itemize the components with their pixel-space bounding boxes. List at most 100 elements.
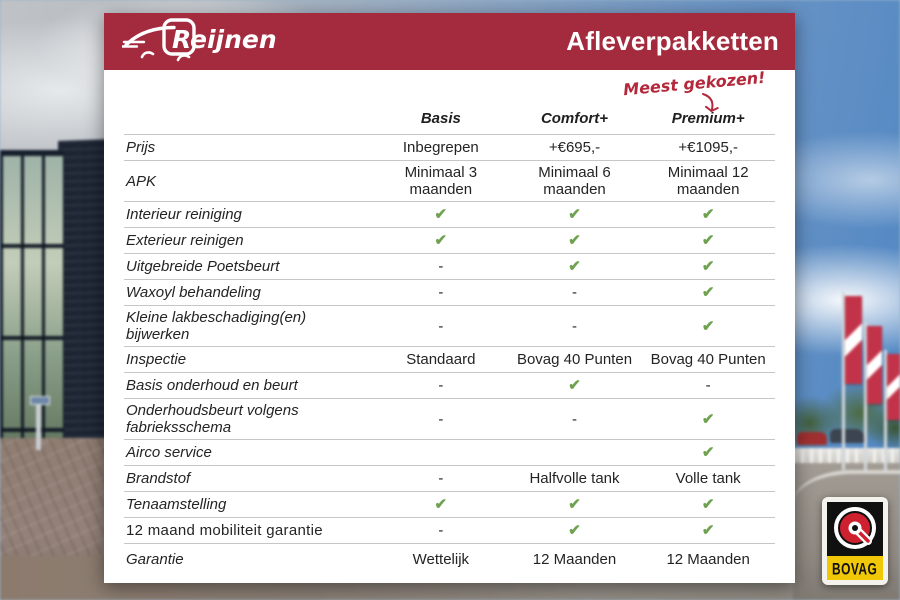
check-icon: ✔	[701, 258, 715, 275]
cell-value: -	[705, 377, 711, 394]
row-label: Inspectie	[126, 351, 187, 368]
cell-value: ✔	[508, 203, 642, 226]
cell-value: ✔	[374, 229, 508, 252]
row-label: APK	[126, 172, 157, 190]
check-icon: ✔	[434, 232, 448, 249]
table-row: Tenaamstelling ✔ ✔ ✔	[124, 492, 775, 518]
cell-value: -	[438, 377, 444, 394]
package-table: Basis Comfort+ Premium+ Prijs Inbegrepen +…	[124, 108, 775, 574]
most-chosen-annotation: Meest gekozen!	[619, 68, 769, 116]
table-row: Inspectie Standaard Bovag 40 Punten Bovag 4…	[124, 347, 775, 373]
cell-value: -	[571, 284, 577, 301]
bovag-label: BOVAG	[827, 556, 883, 580]
check-icon: ✔	[701, 444, 715, 461]
table-rows: Prijs Inbegrepen +€695,- +€1095,- APK Minimaa…	[124, 135, 775, 574]
cell-value	[508, 450, 642, 456]
table-row: Brandstof - Halfvolle tank Volle tank	[124, 466, 775, 492]
cell-value: Wettelijk	[412, 550, 470, 568]
dealership-building-corner	[58, 139, 106, 476]
table-row: Waxoyl behandeling - - ✔	[124, 280, 775, 306]
cell-value: 12 Maanden	[532, 550, 617, 568]
row-label: Onderhoudsbeurt volgens fabrieksschema	[126, 402, 299, 436]
cell-value: Minimaal 3 maanden	[404, 164, 478, 198]
cell-value: ✔	[641, 229, 775, 252]
cell-value: Bovag 40 Punten	[650, 351, 766, 368]
table-row: Interieur reiniging ✔ ✔ ✔	[124, 202, 775, 228]
cell-value: +€1095,-	[678, 139, 738, 156]
cell-value: ✔	[641, 493, 775, 516]
table-row: Prijs Inbegrepen +€695,- +€1095,-	[124, 135, 775, 161]
check-icon: ✔	[701, 206, 715, 223]
column-header-premium: Premium+	[671, 110, 745, 127]
cell-value: Minimaal 12 maanden	[667, 164, 749, 198]
check-icon: ✔	[568, 206, 581, 223]
cell-value: Bovag 40 Punten	[516, 351, 633, 368]
check-icon: ✔	[701, 522, 715, 539]
check-icon: ✔	[434, 496, 448, 513]
flag-pole	[864, 322, 867, 472]
bovag-text: BOVAG	[832, 558, 878, 578]
table-row: 12 maand mobiliteit garantie - ✔ ✔	[124, 518, 775, 544]
row-label: Brandstof	[126, 470, 191, 487]
cell-value: ✔	[374, 203, 508, 226]
white-fence	[792, 448, 900, 463]
row-label: Tenaamstelling	[126, 496, 227, 513]
cell-value: ✔	[508, 374, 642, 397]
check-icon: ✔	[568, 377, 581, 394]
annotation-arrow-icon	[702, 93, 719, 112]
cell-value: ✔	[508, 493, 642, 516]
cell-value: -	[438, 522, 444, 539]
cell-value: Minimaal 6 maanden	[538, 164, 611, 198]
row-label: 12 maand mobiliteit garantie	[126, 522, 323, 539]
table-row: Basis onderhoud en beurt - ✔ -	[124, 373, 775, 399]
cell-value: ✔	[641, 408, 775, 431]
label-column-header	[124, 119, 374, 124]
table-row: Uitgebreide Poetsbeurt - ✔ ✔	[124, 254, 775, 280]
car-logo-icon: Reijnen	[120, 18, 277, 62]
cell-value: -	[438, 470, 444, 487]
cell-value: Standaard	[406, 351, 476, 368]
page-title: Afleverpakketten	[566, 26, 779, 56]
parked-car	[830, 429, 864, 443]
check-icon: ✔	[568, 522, 581, 539]
curb-line	[793, 470, 900, 504]
check-icon: ✔	[568, 258, 581, 275]
cell-value: ✔	[508, 229, 642, 252]
cell-value: ✔	[641, 441, 775, 464]
cell-value: +€695,-	[548, 139, 601, 156]
reijnen-logo: Reijnen	[120, 15, 280, 68]
check-icon: ✔	[701, 317, 715, 335]
row-label: Interieur reiniging	[126, 206, 242, 223]
dealer-flag	[867, 326, 882, 404]
cell-value: Volle tank	[675, 470, 741, 487]
cell-value: ✔	[508, 255, 642, 278]
cell-value: ✔	[641, 255, 775, 278]
cell-value: -	[571, 410, 577, 428]
dealership-building-windows	[0, 150, 64, 460]
row-label: Prijs	[126, 139, 156, 156]
row-label: Waxoyl behandeling	[126, 284, 261, 301]
cell-value: -	[571, 317, 577, 335]
table-row: APK Minimaal 3 maanden Minimaal 6 maanden M…	[124, 161, 775, 202]
row-label: Kleine lakbeschadiging(en) bijwerken	[126, 309, 307, 343]
cell-value: -	[438, 258, 444, 275]
logo-text: Reijnen	[172, 25, 277, 54]
flag-pole	[884, 350, 887, 472]
table-row: Garantie Wettelijk 12 Maanden 12 Maanden	[124, 544, 775, 574]
dealer-flag	[845, 296, 862, 384]
check-icon: ✔	[434, 206, 448, 223]
row-label: Exterieur reinigen	[126, 232, 244, 249]
column-header-basis: Basis	[420, 110, 461, 127]
row-label: Uitgebreide Poetsbeurt	[126, 258, 280, 275]
table-row: Kleine lakbeschadiging(en) bijwerken - - ✔	[124, 306, 775, 347]
cell-value	[374, 450, 508, 456]
pricing-card: Reijnen Afleverpakketten Meest gekozen! …	[104, 13, 795, 583]
cell-value: ✔	[641, 519, 775, 542]
check-icon: ✔	[701, 232, 715, 249]
cell-value: Inbegrepen	[402, 139, 479, 156]
cell-value: Halfvolle tank	[529, 470, 620, 487]
annotation-text: Meest gekozen!	[622, 67, 766, 100]
check-icon: ✔	[701, 496, 715, 513]
cell-value: -	[438, 410, 444, 428]
card-header: Reijnen Afleverpakketten	[104, 13, 795, 70]
